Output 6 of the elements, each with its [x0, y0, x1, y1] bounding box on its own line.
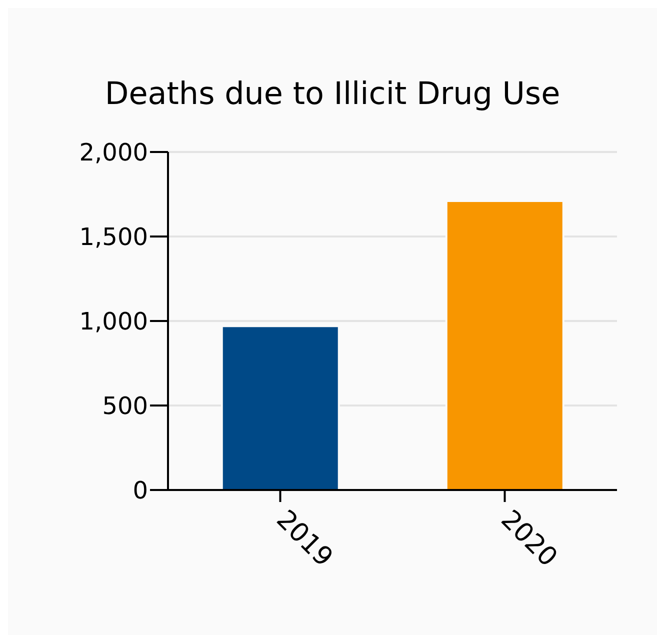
y-tick-label: 1,500	[79, 223, 148, 252]
y-tick-label: 1,000	[79, 308, 148, 336]
y-tick-label: 0	[132, 476, 148, 505]
chart-title: Deaths due to Illicit Drug Use	[104, 76, 562, 112]
y-tick-label: 500	[102, 392, 148, 420]
y-tick-label: 2,000	[79, 138, 148, 167]
